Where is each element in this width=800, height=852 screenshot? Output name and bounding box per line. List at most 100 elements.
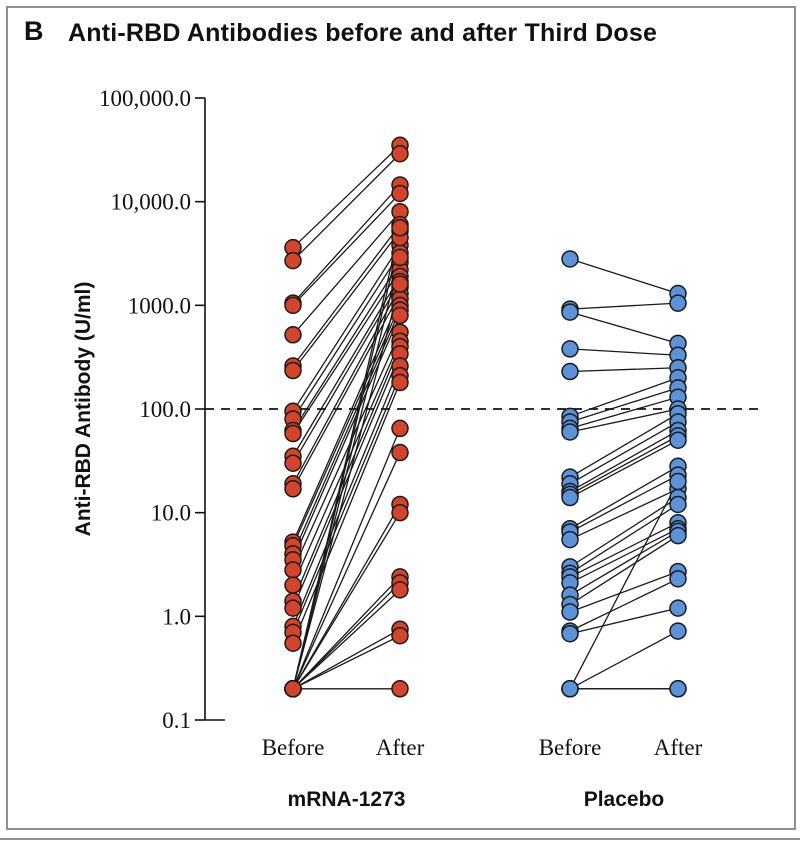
point-after xyxy=(391,248,409,267)
y-tick-label: 0.1 xyxy=(162,708,191,733)
point-after xyxy=(669,622,687,640)
point-before xyxy=(284,576,302,594)
pair-line xyxy=(292,512,401,690)
point-before xyxy=(284,561,302,579)
point-after xyxy=(391,144,409,163)
pair-line xyxy=(292,224,401,367)
pair-line xyxy=(292,452,401,690)
point-before xyxy=(561,624,579,643)
pair-line xyxy=(292,628,401,690)
pair-line xyxy=(292,153,401,262)
pair-line xyxy=(292,305,401,546)
figure-bottom-border xyxy=(0,838,800,852)
pair-line xyxy=(292,184,401,304)
point-before xyxy=(561,362,579,381)
pair-line xyxy=(292,298,401,543)
x-category-label: Before xyxy=(262,735,325,760)
point-before xyxy=(284,251,302,270)
pair-line xyxy=(569,571,679,613)
chart-title: Anti-RBD Antibodies before and after Thi… xyxy=(68,19,658,47)
pair-line xyxy=(292,293,401,490)
pair-line xyxy=(569,435,679,495)
pair-line xyxy=(569,396,679,430)
point-before xyxy=(284,480,302,498)
pair-line xyxy=(569,528,679,584)
pair-line xyxy=(569,474,679,533)
point-after xyxy=(391,419,409,438)
pair-line xyxy=(569,413,679,478)
pair-line xyxy=(292,244,401,412)
pair-line xyxy=(292,144,401,249)
pair-line xyxy=(292,257,401,689)
point-after xyxy=(669,526,687,545)
point-after xyxy=(669,570,687,588)
pair-line xyxy=(292,375,401,633)
pair-line xyxy=(569,348,679,356)
point-after xyxy=(391,680,409,698)
point-after xyxy=(669,431,687,449)
pair-line xyxy=(292,331,401,571)
pair-line xyxy=(292,576,401,690)
point-after xyxy=(669,680,687,698)
pair-line xyxy=(569,488,679,541)
point-before xyxy=(284,599,302,617)
point-before xyxy=(561,340,579,358)
pair-line xyxy=(569,367,679,373)
point-after xyxy=(391,503,409,522)
point-before xyxy=(284,680,302,698)
category-labels: Before After Before After mRNA-1273 Placebo xyxy=(262,735,703,811)
pair-line xyxy=(292,635,401,690)
pair-line xyxy=(292,281,401,464)
point-after xyxy=(391,443,409,462)
pair-line xyxy=(569,311,679,344)
point-before xyxy=(284,454,302,472)
point-after xyxy=(391,219,409,237)
point-before xyxy=(561,488,579,507)
y-tick-label: 1.0 xyxy=(162,604,191,629)
pair-line xyxy=(569,607,679,635)
pair-line xyxy=(292,284,401,689)
data-points xyxy=(284,136,687,698)
point-before xyxy=(561,250,579,268)
point-after xyxy=(391,275,409,293)
x-category-label: Before xyxy=(539,735,602,760)
point-before xyxy=(284,634,302,652)
group-label: mRNA-1273 xyxy=(288,788,406,811)
pair-line xyxy=(292,252,401,420)
pair-line xyxy=(569,496,679,568)
point-before xyxy=(284,296,302,315)
pair-line xyxy=(569,530,679,596)
point-before xyxy=(561,303,579,321)
y-tick-label: 100.0 xyxy=(139,397,191,422)
pair-line xyxy=(292,286,401,485)
point-after xyxy=(391,373,409,392)
point-after xyxy=(391,626,409,645)
pair-line xyxy=(292,582,401,690)
pair-line xyxy=(569,408,679,433)
pair-line xyxy=(569,578,679,632)
point-after xyxy=(669,495,687,514)
point-before xyxy=(284,326,302,344)
point-after xyxy=(669,294,687,312)
group-label: Placebo xyxy=(584,788,665,811)
point-before xyxy=(561,680,579,698)
pair-line xyxy=(292,382,401,644)
point-before xyxy=(561,530,579,549)
y-axis-title: Anti-RBD Antibody (U/ml) xyxy=(72,282,95,537)
y-axis: 0.1 1.0 10.0 100.0 1000.0 10,000.0 100,000.0 An… xyxy=(72,86,225,733)
pair-line xyxy=(569,302,679,310)
pair-line xyxy=(569,387,679,423)
pair-line xyxy=(569,465,679,530)
pair-line xyxy=(292,353,401,609)
pair-line xyxy=(292,211,401,336)
pair-line xyxy=(569,481,679,690)
pair-line xyxy=(569,522,679,578)
point-after xyxy=(391,184,409,203)
pair-line xyxy=(569,439,679,499)
point-after xyxy=(391,306,409,325)
connecting-lines xyxy=(292,144,679,690)
pair-line xyxy=(292,365,401,627)
pair-line xyxy=(569,630,679,690)
pair-line xyxy=(292,269,401,434)
